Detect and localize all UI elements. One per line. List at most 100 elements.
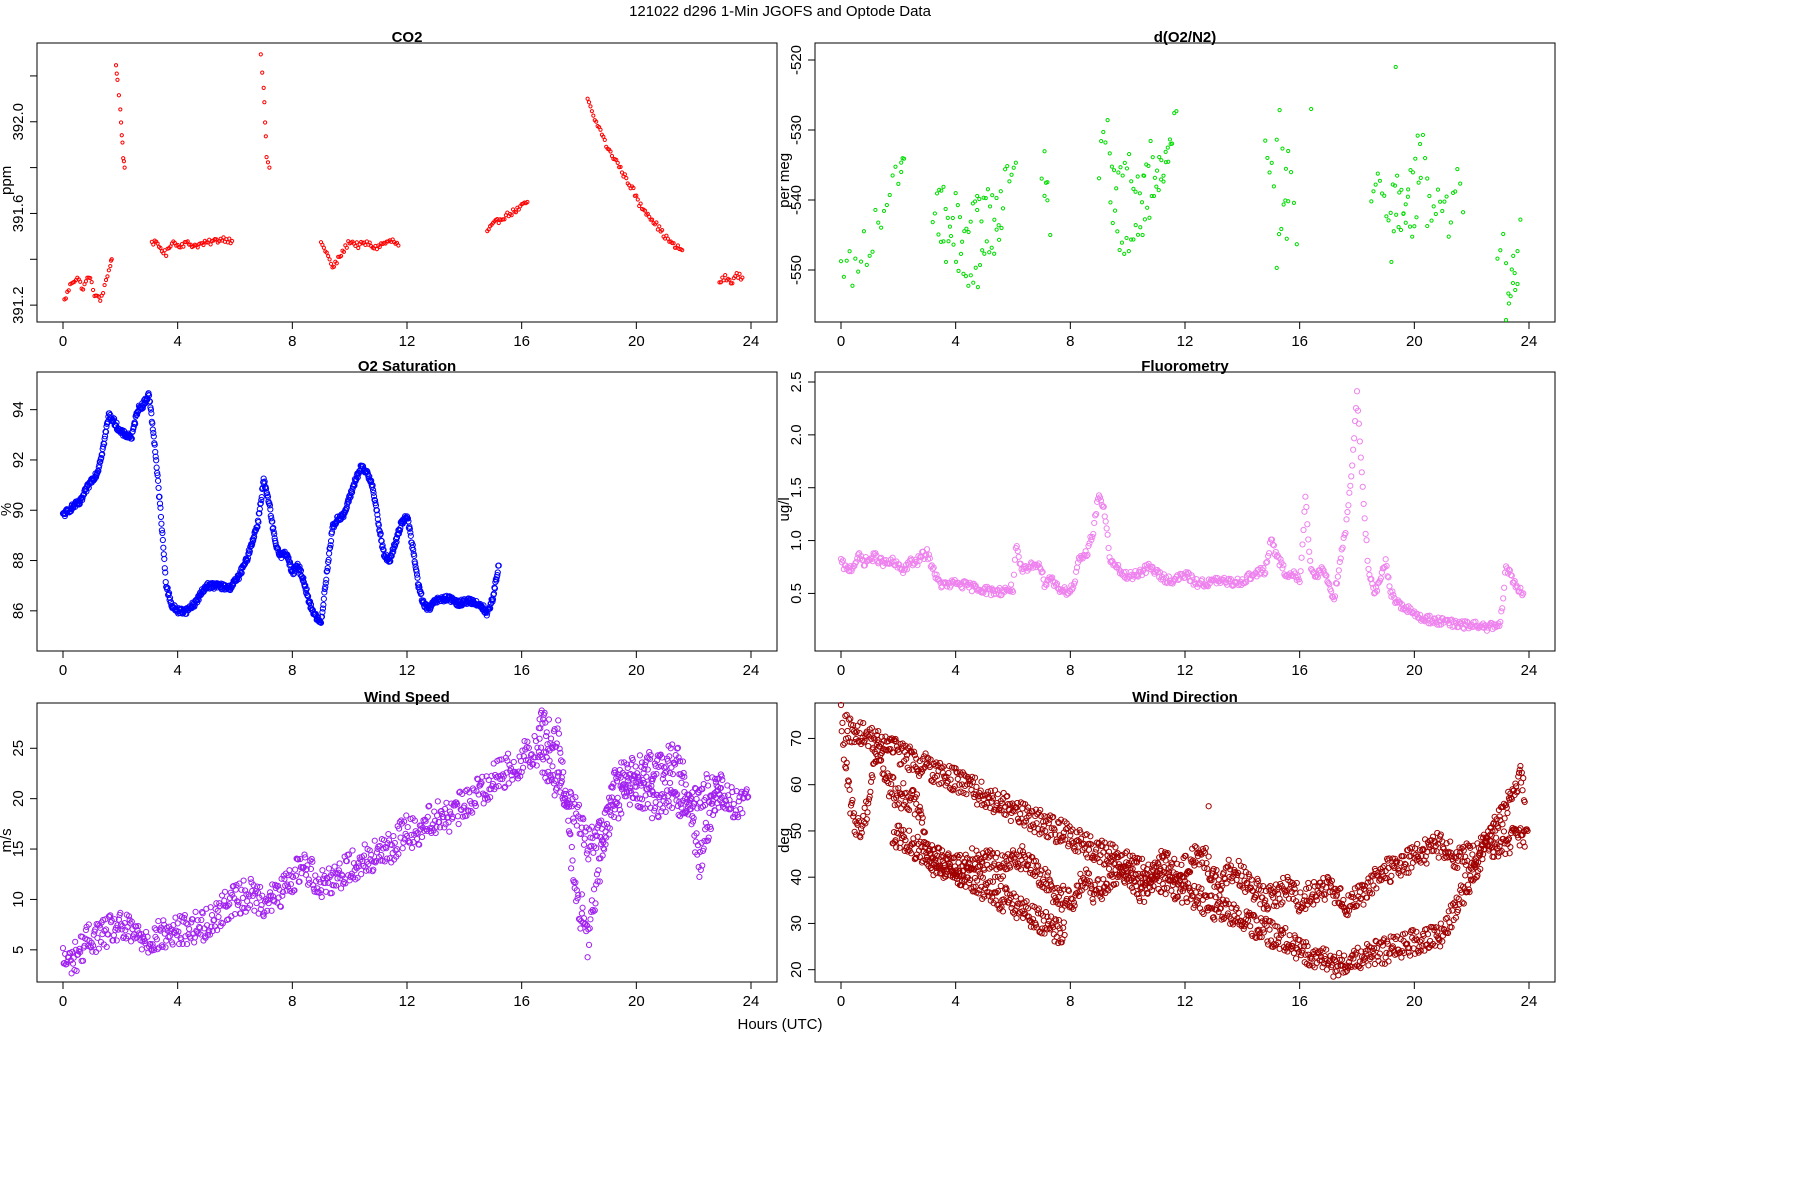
data-point (1274, 137, 1279, 142)
data-point (551, 792, 558, 799)
data-point (1382, 193, 1387, 198)
data-point (1357, 454, 1364, 461)
data-point (1103, 140, 1108, 145)
data-point (312, 872, 319, 879)
data-point (1214, 574, 1221, 582)
data-point (1286, 148, 1291, 154)
data-point (175, 928, 182, 935)
data-point (454, 813, 461, 820)
data-point (101, 291, 106, 296)
data-point (542, 732, 550, 740)
data-point (323, 576, 330, 583)
data-point (345, 851, 353, 858)
data-point (166, 594, 174, 602)
data-point (885, 779, 892, 787)
data-point (971, 774, 979, 781)
data-point (587, 916, 594, 923)
data-point (1074, 837, 1081, 844)
data-point (479, 773, 486, 780)
data-point (1520, 590, 1527, 597)
data-point (215, 913, 222, 921)
data-point (162, 579, 169, 586)
data-point (1025, 812, 1032, 820)
data-point (674, 745, 681, 752)
data-point (1105, 544, 1112, 552)
data-point (552, 777, 559, 784)
data-point (267, 165, 272, 170)
data-point (101, 435, 108, 442)
data-point (371, 837, 378, 844)
data-point (321, 585, 328, 593)
data-point (954, 775, 961, 783)
data-point (514, 772, 521, 779)
data-point (274, 882, 282, 890)
data-point (208, 912, 216, 919)
plot-frame (36, 371, 778, 652)
data-point (1353, 902, 1361, 909)
data-point (234, 898, 241, 905)
data-point (626, 784, 633, 791)
data-point (1091, 519, 1098, 527)
data-point (385, 837, 393, 844)
data-point (353, 243, 358, 249)
data-point (1490, 853, 1497, 861)
data-point (1377, 575, 1384, 582)
data-point (88, 275, 93, 281)
data-point (348, 489, 356, 496)
data-point (1085, 846, 1093, 853)
data-point (1405, 194, 1410, 199)
data-point (1137, 191, 1142, 196)
data-point (646, 755, 654, 763)
data-point (63, 296, 68, 301)
data-point (1166, 159, 1171, 164)
data-point (389, 549, 396, 556)
data-point (1113, 880, 1120, 887)
data-point (1330, 596, 1338, 603)
data-point (549, 763, 556, 770)
data-point (576, 916, 583, 923)
data-point (1417, 141, 1423, 147)
data-point (1463, 618, 1470, 625)
data-point (462, 787, 469, 795)
data-point (858, 829, 865, 836)
x-axis: 0 4 8 12 16 20 24 (837, 321, 1537, 350)
x-tick-label: 8 (1066, 333, 1074, 350)
data-point (1152, 175, 1158, 180)
data-point (1358, 469, 1365, 476)
data-point (95, 467, 102, 474)
data-point (1133, 189, 1138, 194)
data-point (1140, 864, 1147, 871)
data-point (712, 775, 719, 782)
data-point (1168, 141, 1173, 147)
data-point (196, 924, 203, 932)
data-point (265, 160, 271, 165)
data-point (1501, 584, 1508, 591)
data-point (455, 820, 462, 828)
data-point (900, 742, 907, 750)
data-point (1109, 557, 1116, 565)
data-point (410, 546, 417, 553)
data-point (618, 784, 626, 791)
data-point (1199, 859, 1206, 866)
data-point (185, 239, 190, 244)
data-point (930, 564, 937, 571)
data-point (157, 513, 165, 521)
data-point (1265, 552, 1272, 560)
data-point (334, 261, 339, 266)
data-point (860, 812, 867, 820)
data-point (147, 406, 155, 413)
data-point (615, 160, 620, 165)
data-point (578, 824, 585, 831)
data-point (945, 769, 952, 777)
data-point (1409, 844, 1416, 851)
data-point (936, 232, 941, 237)
data-point (624, 176, 629, 181)
x-tick-label: 12 (1177, 993, 1194, 1010)
data-point (103, 277, 109, 283)
data-point (1088, 841, 1095, 848)
data-point (1029, 854, 1036, 861)
data-point (1007, 817, 1014, 825)
data-point (253, 899, 260, 907)
data-point (275, 894, 282, 901)
data-point (680, 248, 685, 253)
